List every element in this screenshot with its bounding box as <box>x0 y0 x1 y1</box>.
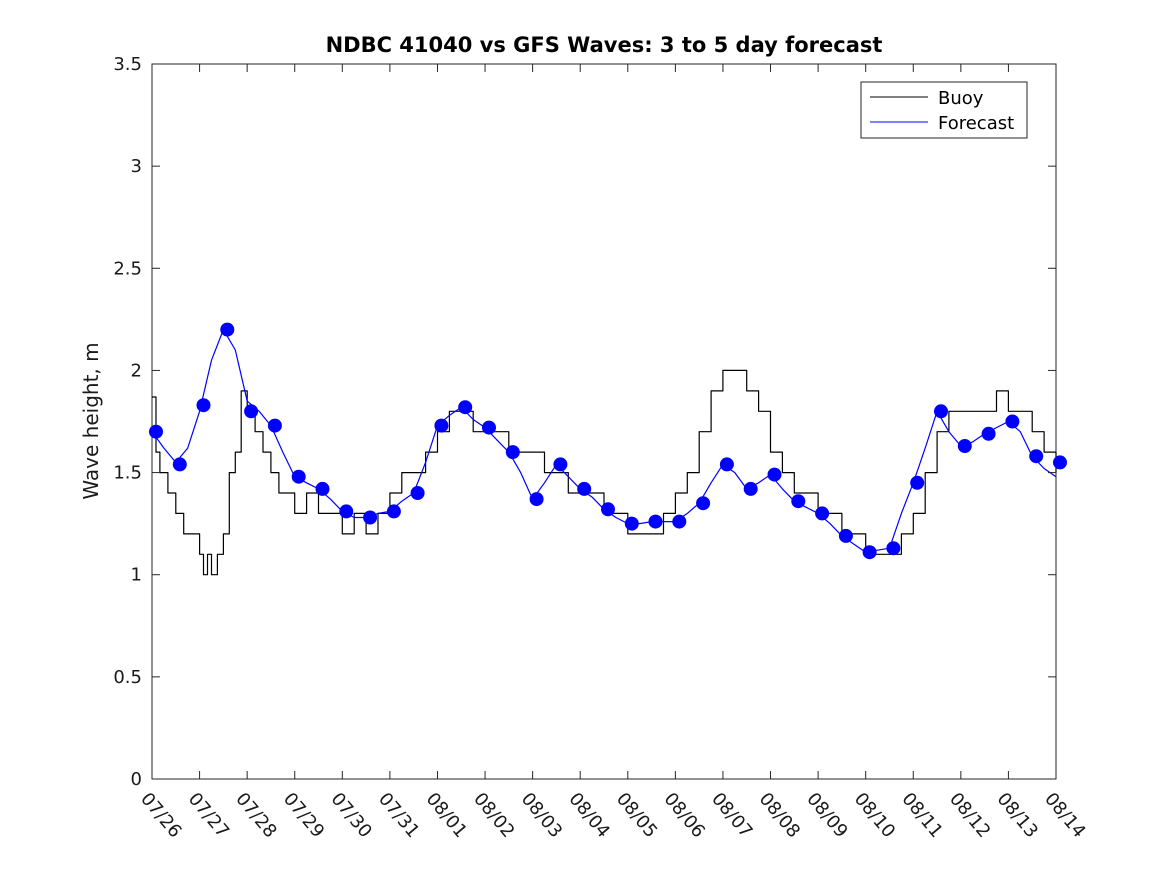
forecast-marker <box>267 418 282 433</box>
forecast-marker <box>363 510 378 525</box>
forecast-marker <box>838 528 853 543</box>
forecast-marker <box>553 457 568 472</box>
forecast-marker <box>672 514 687 529</box>
forecast-marker <box>315 481 330 496</box>
forecast-marker <box>577 481 592 496</box>
forecast-marker <box>172 457 187 472</box>
legend-label-forecast: Forecast <box>938 113 1014 134</box>
forecast-marker <box>624 516 639 531</box>
forecast-marker <box>291 469 306 484</box>
forecast-marker <box>743 481 758 496</box>
forecast-marker <box>1005 414 1020 429</box>
forecast-marker <box>648 514 663 529</box>
y-tick-label: 1 <box>131 565 142 586</box>
y-tick-label: 2.5 <box>113 258 142 279</box>
y-tick-label: 0.5 <box>113 667 142 688</box>
forecast-marker <box>505 445 520 460</box>
forecast-marker <box>339 504 354 519</box>
forecast-marker <box>934 404 948 419</box>
forecast-marker <box>434 418 449 433</box>
forecast-marker <box>957 439 972 453</box>
forecast-marker <box>886 541 901 556</box>
forecast-marker <box>482 420 496 435</box>
y-tick-label: 3.5 <box>113 54 142 75</box>
forecast-marker <box>196 398 211 413</box>
forecast-marker <box>862 545 877 560</box>
forecast-marker <box>386 504 401 519</box>
y-axis-label: Wave height, m <box>79 342 103 499</box>
legend-box <box>860 81 1028 139</box>
forecast-marker <box>149 424 163 439</box>
y-tick-label: 1.5 <box>113 463 142 484</box>
y-tick-label: 3 <box>131 156 142 177</box>
legend-label-buoy: Buoy <box>938 88 984 109</box>
forecast-marker <box>696 496 711 511</box>
forecast-marker <box>981 426 996 441</box>
forecast-marker <box>458 400 473 415</box>
y-tick-label: 2 <box>131 360 142 381</box>
forecast-marker <box>529 492 544 507</box>
forecast-marker <box>1053 455 1067 470</box>
forecast-marker <box>244 404 259 419</box>
legend: Buoy Forecast <box>860 81 1028 139</box>
plot-area <box>151 63 1057 780</box>
forecast-marker <box>601 502 615 517</box>
forecast-marker <box>220 322 235 337</box>
forecast-marker <box>410 486 425 500</box>
forecast-marker <box>1029 449 1044 464</box>
forecast-marker <box>910 475 925 490</box>
y-tick-label: 0 <box>131 769 142 790</box>
marker-layer <box>149 322 1067 560</box>
forecast-marker <box>767 467 782 482</box>
chart-title: NDBC 41040 vs GFS Waves: 3 to 5 day fore… <box>326 33 883 57</box>
forecast-marker <box>815 506 830 521</box>
forecast-marker <box>719 457 734 472</box>
forecast-marker <box>791 494 806 509</box>
